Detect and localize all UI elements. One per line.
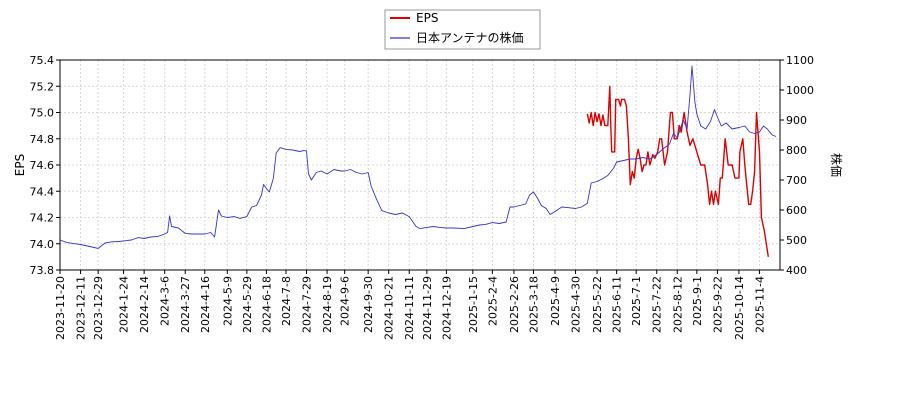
x-tick-label: 2024-10-21 xyxy=(383,276,396,340)
left-tick-label: 74.4 xyxy=(30,185,55,198)
x-tick-label: 2025-6-11 xyxy=(611,276,624,333)
x-tick-label: 2025-1-15 xyxy=(467,276,480,333)
x-tick-label: 2024-4-16 xyxy=(199,276,212,333)
legend: EPS 日本アンテナの株価 xyxy=(384,9,541,50)
left-tick-label: 74.2 xyxy=(30,212,55,225)
right-axis-title: 株価 xyxy=(829,153,844,177)
right-tick-label: 1100 xyxy=(786,54,814,67)
x-tick-label: 2025-4-30 xyxy=(570,276,583,333)
x-tick-label: 2025-9-22 xyxy=(711,276,724,333)
left-tick-label: 75.0 xyxy=(30,107,55,120)
left-tick-label: 73.8 xyxy=(30,264,55,277)
left-axis-title: EPS xyxy=(13,154,27,176)
x-tick-label: 2025-3-18 xyxy=(527,276,540,333)
x-tick-label: 2024-11-29 xyxy=(421,276,434,340)
left-axis: 73.8 74.0 74.2 74.4 74.6 74.8 75.0 75.2 75.4 xyxy=(30,54,60,277)
x-tick-label: 2024-2-14 xyxy=(138,276,151,333)
right-tick-label: 600 xyxy=(786,204,807,217)
x-tick-label: 2025-5-22 xyxy=(591,276,604,333)
left-tick-label: 75.4 xyxy=(30,54,55,67)
x-tick-label: 2023-12-11 xyxy=(75,276,88,340)
x-axis: 2023-11-20 2023-12-11 2023-12-29 2024-1-24 2… xyxy=(54,270,766,340)
legend-label-price: 日本アンテナの株価 xyxy=(416,30,524,45)
x-tick-label: 2025-7-1 xyxy=(630,276,643,326)
x-tick-label: 2024-3-6 xyxy=(159,276,172,326)
stock-price-line xyxy=(59,65,777,249)
left-tick-label: 74.8 xyxy=(30,133,55,146)
left-tick-label: 74.0 xyxy=(30,238,55,251)
x-tick-label: 2024-7-29 xyxy=(301,276,314,333)
x-tick-label: 2024-5-9 xyxy=(221,276,234,326)
x-tick-label: 2025-8-12 xyxy=(671,276,684,333)
x-tick-label: 2024-1-24 xyxy=(118,276,131,333)
x-tick-label: 2024-9-6 xyxy=(339,276,352,326)
right-tick-label: 400 xyxy=(786,264,807,277)
right-tick-label: 700 xyxy=(786,174,807,187)
x-tick-label: 2024-9-30 xyxy=(362,276,375,333)
left-tick-label: 75.2 xyxy=(30,80,55,93)
x-tick-label: 2025-2-4 xyxy=(486,276,499,326)
x-tick-label: 2024-6-18 xyxy=(260,276,273,333)
legend-label-eps: EPS xyxy=(416,11,438,25)
right-tick-label: 500 xyxy=(786,234,807,247)
series-layer xyxy=(59,65,777,258)
x-tick-label: 2023-12-29 xyxy=(92,276,105,340)
right-tick-label: 800 xyxy=(786,144,807,157)
legend-box xyxy=(384,9,541,50)
x-tick-label: 2024-11-11 xyxy=(403,276,416,340)
left-tick-label: 74.6 xyxy=(30,159,55,172)
x-tick-label: 2025-7-22 xyxy=(651,276,664,333)
x-tick-label: 2025-11-4 xyxy=(753,276,766,333)
x-tick-label: 2024-12-19 xyxy=(440,276,453,340)
x-tick-label: 2025-10-14 xyxy=(733,276,746,340)
x-tick-label: 2024-8-19 xyxy=(321,276,334,333)
x-tick-label: 2023-11-20 xyxy=(54,276,67,340)
right-axis: 400 500 600 700 800 900 1000 1100 xyxy=(780,54,814,277)
right-tick-label: 900 xyxy=(786,114,807,127)
x-tick-label: 2024-7-8 xyxy=(280,276,293,326)
x-tick-label: 2024-3-27 xyxy=(179,276,192,333)
right-tick-label: 1000 xyxy=(786,84,814,97)
x-tick-label: 2025-4-9 xyxy=(549,276,562,326)
x-tick-label: 2025-2-26 xyxy=(508,276,521,333)
x-tick-label: 2025-9-1 xyxy=(691,276,704,326)
x-tick-label: 2024-5-29 xyxy=(241,276,254,333)
eps-line xyxy=(586,85,769,258)
